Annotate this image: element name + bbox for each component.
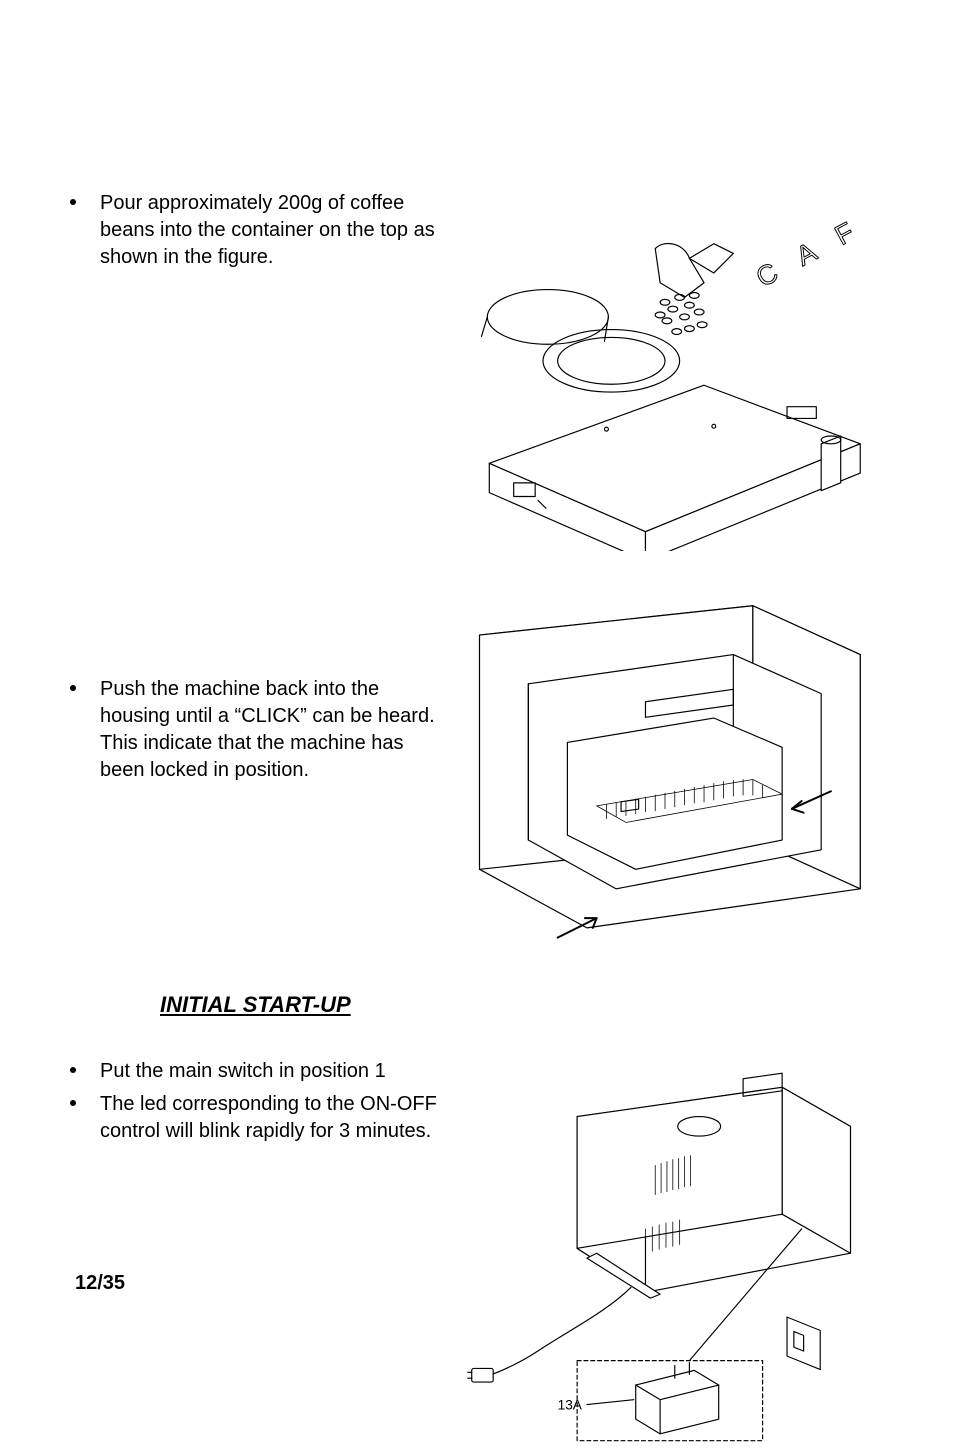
section-heading: INITIAL START-UP: [160, 992, 884, 1018]
step3b-text: The led corresponding to the ON-OFF cont…: [100, 1091, 450, 1145]
step3a-item: Put the main switch in position 1: [70, 1058, 450, 1085]
step1-row: Pour approximately 200g of coffee beans …: [70, 190, 884, 556]
page: Pour approximately 200g of coffee beans …: [0, 0, 954, 1355]
step1-item: Pour approximately 200g of coffee beans …: [70, 190, 450, 271]
page-number: 12/35: [75, 1272, 125, 1295]
step3-row: Put the main switch in position 1 The le…: [70, 1058, 884, 1453]
bullet-icon: [70, 199, 76, 205]
svg-text:13A: 13A: [558, 1398, 583, 1413]
figure-1-pour-beans: C A F: [460, 190, 870, 551]
bullet-icon: [70, 1100, 76, 1106]
step2-text: Push the machine back into the housing u…: [100, 676, 450, 784]
svg-text:C A F: C A F: [751, 211, 868, 293]
figure-2-push-back: [460, 596, 870, 967]
step2-row: Push the machine back into the housing u…: [70, 596, 884, 972]
step3b-item: The led corresponding to the ON-OFF cont…: [70, 1091, 450, 1145]
bullet-icon: [70, 685, 76, 691]
step1-text: Pour approximately 200g of coffee beans …: [100, 190, 450, 271]
step3a-text: Put the main switch in position 1: [100, 1058, 386, 1085]
step2-item: Push the machine back into the housing u…: [70, 676, 450, 784]
figure-3-main-switch: 13A: [460, 1058, 870, 1448]
bullet-icon: [70, 1067, 76, 1073]
